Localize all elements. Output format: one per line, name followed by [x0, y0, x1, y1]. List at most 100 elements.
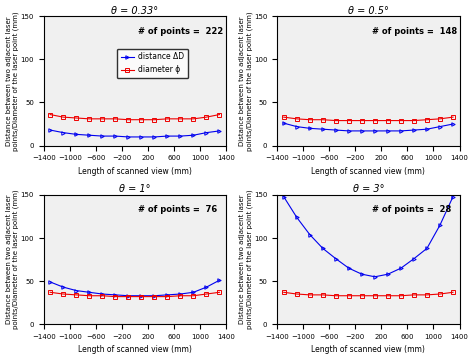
- distance ΔD: [217, 278, 222, 282]
- distance ΔD: [73, 132, 79, 136]
- diameter ϕ: [437, 117, 443, 121]
- distance ΔD: [178, 292, 183, 296]
- diameter ϕ: [411, 118, 417, 123]
- diameter ϕ: [320, 118, 326, 122]
- diameter ϕ: [217, 290, 222, 294]
- X-axis label: Length of scanned view (mm): Length of scanned view (mm): [311, 167, 425, 176]
- diameter ϕ: [47, 112, 53, 117]
- Legend: distance ΔD, diameter ϕ: distance ΔD, diameter ϕ: [117, 49, 188, 78]
- diameter ϕ: [333, 293, 338, 298]
- distance ΔD: [164, 293, 170, 297]
- distance ΔD: [333, 257, 338, 261]
- distance ΔD: [437, 125, 443, 129]
- diameter ϕ: [437, 292, 443, 296]
- diameter ϕ: [152, 294, 157, 299]
- distance ΔD: [86, 290, 92, 294]
- diameter ϕ: [333, 118, 338, 123]
- diameter ϕ: [191, 117, 196, 121]
- distance ΔD: [398, 266, 404, 270]
- diameter ϕ: [86, 117, 92, 121]
- distance ΔD: [411, 128, 417, 132]
- Title: θ = 3°: θ = 3°: [353, 184, 384, 194]
- distance ΔD: [217, 129, 222, 133]
- diameter ϕ: [138, 294, 144, 299]
- distance ΔD: [204, 285, 210, 289]
- X-axis label: Length of scanned view (mm): Length of scanned view (mm): [78, 167, 192, 176]
- diameter ϕ: [424, 118, 430, 122]
- distance ΔD: [152, 293, 157, 298]
- diameter ϕ: [86, 293, 92, 298]
- diameter ϕ: [152, 118, 157, 122]
- distance ΔD: [191, 133, 196, 138]
- diameter ϕ: [204, 115, 210, 119]
- diameter ϕ: [385, 293, 391, 298]
- Y-axis label: Distance between two adjacent laser
points/Diameter of the laser point (mm): Distance between two adjacent laser poin…: [239, 11, 253, 151]
- distance ΔD: [164, 134, 170, 138]
- distance ΔD: [359, 129, 365, 133]
- diameter ϕ: [100, 293, 105, 298]
- distance ΔD: [281, 194, 287, 199]
- distance ΔD: [307, 233, 312, 237]
- distance ΔD: [437, 223, 443, 227]
- diameter ϕ: [73, 293, 79, 297]
- distance ΔD: [307, 126, 312, 130]
- diameter ϕ: [178, 293, 183, 298]
- diameter ϕ: [126, 118, 131, 122]
- distance ΔD: [372, 275, 378, 279]
- diameter ϕ: [385, 118, 391, 123]
- distance ΔD: [385, 272, 391, 276]
- distance ΔD: [152, 135, 157, 139]
- distance ΔD: [320, 127, 326, 131]
- distance ΔD: [333, 128, 338, 132]
- Line: diameter ϕ: diameter ϕ: [282, 116, 455, 122]
- X-axis label: Length of scanned view (mm): Length of scanned view (mm): [78, 346, 192, 355]
- diameter ϕ: [359, 118, 365, 123]
- distance ΔD: [60, 285, 66, 289]
- diameter ϕ: [294, 117, 300, 121]
- diameter ϕ: [112, 294, 118, 299]
- diameter ϕ: [307, 293, 312, 297]
- diameter ϕ: [320, 293, 326, 297]
- distance ΔD: [138, 135, 144, 139]
- distance ΔD: [411, 257, 417, 261]
- diameter ϕ: [204, 292, 210, 296]
- diameter ϕ: [359, 293, 365, 298]
- distance ΔD: [100, 134, 105, 138]
- diameter ϕ: [346, 118, 352, 123]
- distance ΔD: [346, 129, 352, 133]
- distance ΔD: [191, 290, 196, 294]
- distance ΔD: [398, 129, 404, 133]
- distance ΔD: [204, 130, 210, 135]
- distance ΔD: [346, 266, 352, 270]
- distance ΔD: [450, 194, 456, 199]
- Y-axis label: Distance between two adjacent laser
points/Diameter of the laser point (mm): Distance between two adjacent laser poin…: [6, 11, 19, 151]
- Line: diameter ϕ: diameter ϕ: [48, 291, 221, 298]
- Line: distance ΔD: distance ΔD: [48, 279, 221, 297]
- diameter ϕ: [398, 293, 404, 298]
- distance ΔD: [100, 292, 105, 296]
- diameter ϕ: [60, 292, 66, 296]
- distance ΔD: [320, 246, 326, 251]
- distance ΔD: [385, 129, 391, 133]
- diameter ϕ: [424, 293, 430, 297]
- diameter ϕ: [450, 290, 456, 294]
- diameter ϕ: [73, 116, 79, 120]
- distance ΔD: [424, 127, 430, 131]
- diameter ϕ: [126, 294, 131, 299]
- Line: diameter ϕ: diameter ϕ: [48, 113, 221, 121]
- distance ΔD: [86, 133, 92, 138]
- distance ΔD: [126, 293, 131, 298]
- Text: # of points =  28: # of points = 28: [372, 205, 451, 214]
- Y-axis label: Distance between two adjacent laser
points/Diameter of the laser point (mm): Distance between two adjacent laser poin…: [239, 190, 253, 329]
- diameter ϕ: [191, 293, 196, 298]
- diameter ϕ: [411, 293, 417, 297]
- distance ΔD: [73, 288, 79, 293]
- distance ΔD: [281, 121, 287, 125]
- distance ΔD: [112, 293, 118, 297]
- diameter ϕ: [307, 118, 312, 122]
- distance ΔD: [372, 129, 378, 133]
- diameter ϕ: [217, 112, 222, 117]
- diameter ϕ: [60, 115, 66, 119]
- diameter ϕ: [178, 117, 183, 121]
- Title: θ = 1°: θ = 1°: [119, 184, 151, 194]
